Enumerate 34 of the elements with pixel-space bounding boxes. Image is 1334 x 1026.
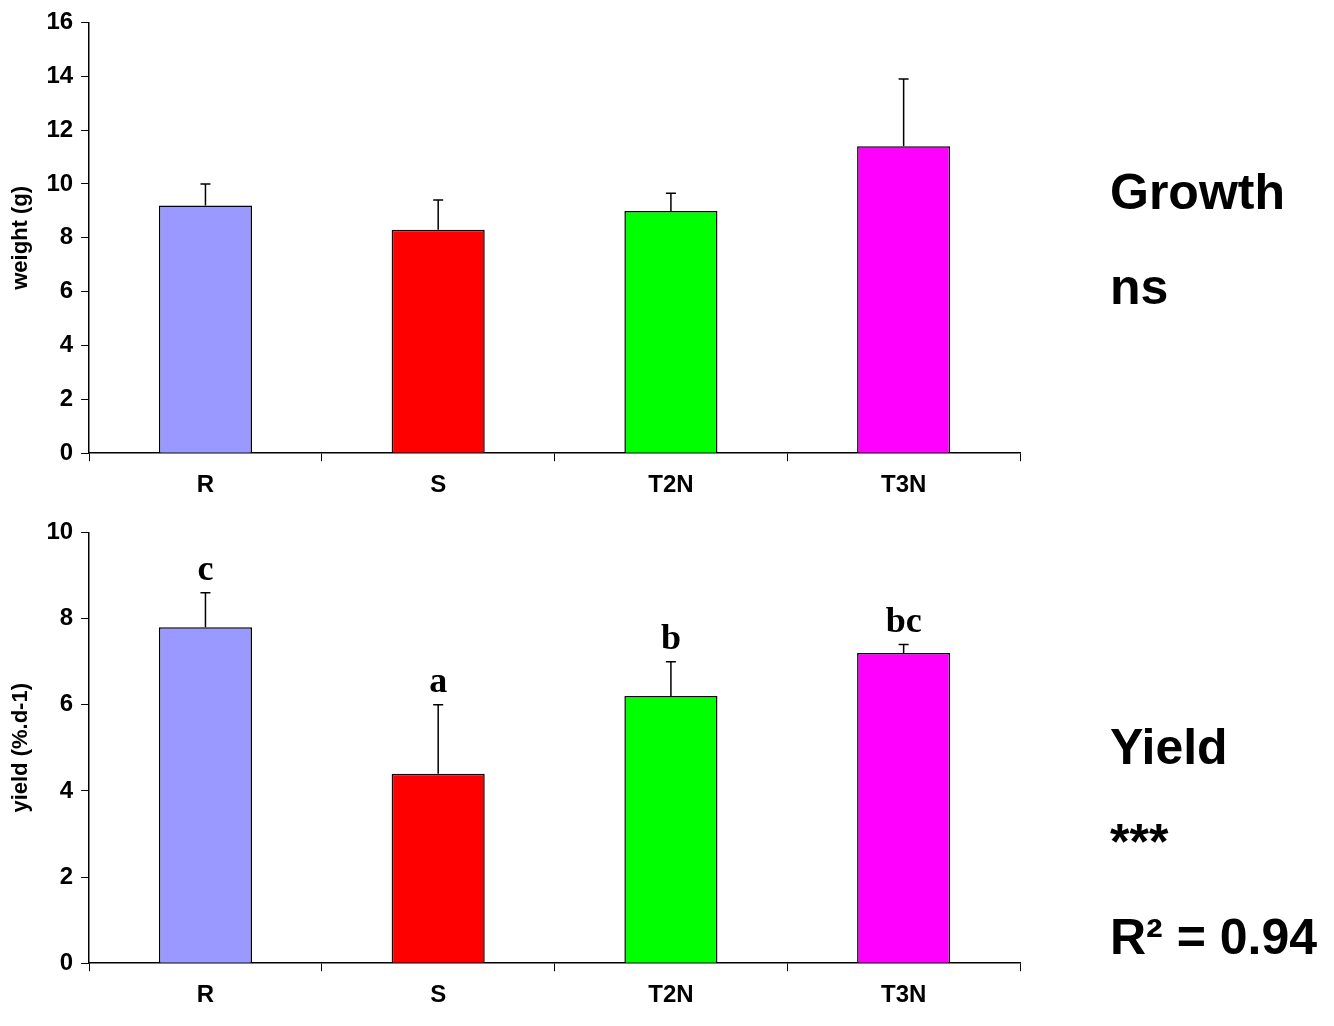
annotation: b (660, 616, 681, 657)
text: Growth (1110, 163, 1285, 222)
y-tick-label: 8 (59, 603, 74, 631)
y-tick-label: 0 (59, 437, 74, 465)
text: R² = 0.94 (1110, 908, 1318, 967)
y-tick-label: 10 (46, 168, 74, 196)
y-tick-label: 2 (59, 383, 74, 411)
text: Yield (1110, 718, 1229, 777)
y-axis-title: weight (g) (7, 185, 33, 291)
x-tick-label: T3N (880, 470, 927, 498)
y-tick-label: 6 (59, 689, 74, 717)
y-tick-label: 4 (59, 775, 74, 803)
y-tick-label: 10 (46, 517, 74, 545)
y-tick-label: 0 (59, 947, 74, 975)
y-tick-label: 2 (59, 861, 74, 889)
y-axis-title: yield (%.d-1) (7, 683, 33, 813)
annotation: a (429, 660, 448, 701)
x-tick-label: T2N (648, 470, 694, 498)
text: *** (1110, 813, 1170, 872)
y-tick-label: 16 (46, 7, 74, 35)
y-tick-label: 6 (59, 276, 74, 304)
x-tick-label: T3N (880, 980, 927, 1008)
y-tick-label: 8 (59, 222, 74, 250)
x-tick-label: T2N (648, 980, 694, 1008)
x-tick-label: S (430, 980, 447, 1008)
x-tick-label: S (430, 470, 447, 498)
x-tick-label: R (196, 980, 215, 1008)
y-tick-label: 4 (59, 330, 74, 358)
annotation: bc (885, 599, 922, 640)
annotation: c (197, 548, 214, 589)
y-tick-label: 14 (46, 60, 74, 88)
y-tick-label: 12 (46, 114, 74, 142)
text: ns (1110, 258, 1170, 317)
x-tick-label: R (196, 470, 215, 498)
